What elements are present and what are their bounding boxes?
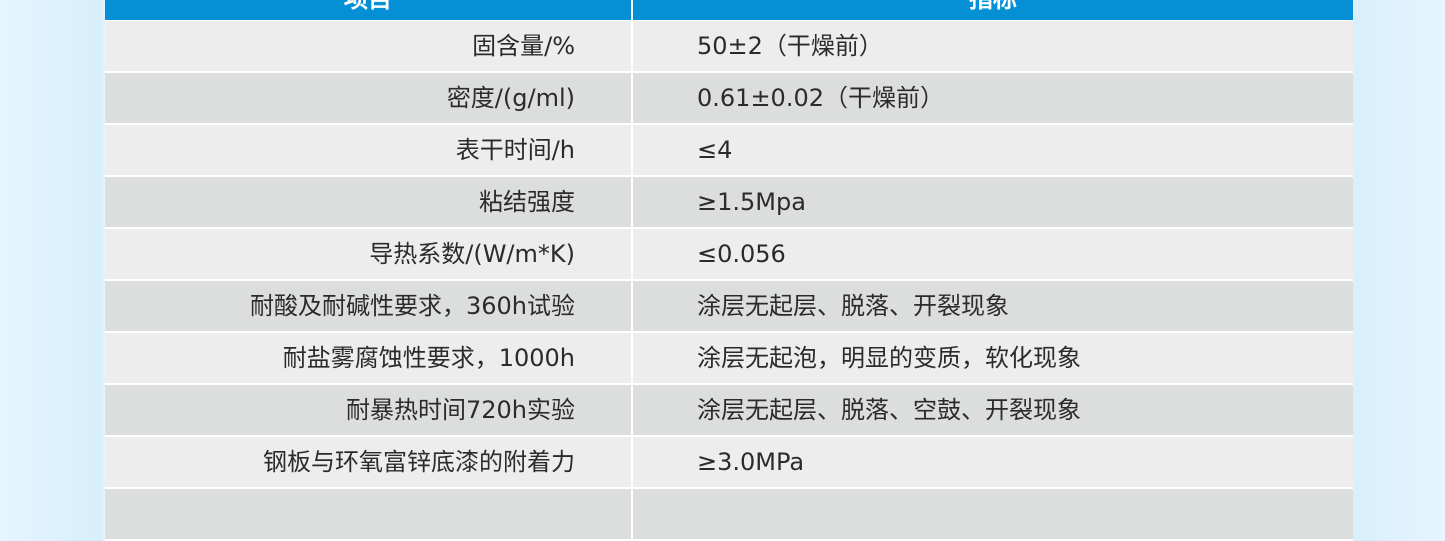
cell-item: 密度/(g/ml) xyxy=(105,73,633,123)
cell-item: 钢板与环氧富锌底漆的附着力 xyxy=(105,437,633,487)
cell-spec: 50±2（干燥前） xyxy=(697,32,883,60)
cell-spec: ≤4 xyxy=(697,136,733,164)
cell-item: 耐暴热时间720h实验 xyxy=(105,385,633,435)
cell-spec: 涂层无起层、脱落、空鼓、开裂现象 xyxy=(697,396,1081,424)
header-spec: 指标 xyxy=(633,0,1353,20)
cell-spec: ≥1.5Mpa xyxy=(697,188,806,216)
table-row: 耐暴热时间720h实验 涂层无起层、脱落、空鼓、开裂现象 xyxy=(105,385,1353,437)
table-row: 密度/(g/ml) 0.61±0.02（干燥前） xyxy=(105,73,1353,125)
table-header: 项目 指标 xyxy=(105,0,1353,21)
header-item: 项目 xyxy=(105,0,633,20)
table-row: 表干时间/h ≤4 xyxy=(105,125,1353,177)
table-row: 耐盐雾腐蚀性要求，1000h 涂层无起泡，明显的变质，软化现象 xyxy=(105,333,1353,385)
cell-spec: ≥3.0MPa xyxy=(697,448,805,476)
cell-item: 表干时间/h xyxy=(105,125,633,175)
cell-item: 耐盐雾腐蚀性要求，1000h xyxy=(105,333,633,383)
table-row: 粘结强度 ≥1.5Mpa xyxy=(105,177,1353,229)
table-row: 固含量/% 50±2（干燥前） xyxy=(105,21,1353,73)
table-row: 耐酸及耐碱性要求，360h试验 涂层无起层、脱落、开裂现象 xyxy=(105,281,1353,333)
cell-item: 导热系数/(W/m*K) xyxy=(105,229,633,279)
table-row xyxy=(105,489,1353,541)
table-row: 导热系数/(W/m*K) ≤0.056 xyxy=(105,229,1353,281)
cell-item: 粘结强度 xyxy=(105,177,633,227)
cell-item xyxy=(105,489,633,539)
cell-item: 固含量/% xyxy=(105,21,633,71)
cell-spec: 涂层无起泡，明显的变质，软化现象 xyxy=(697,344,1081,372)
spec-table: 项目 指标 固含量/% 50±2（干燥前） 密度/(g/ml) 0.61±0.02（干… xyxy=(105,0,1353,541)
cell-spec: 0.61±0.02（干燥前） xyxy=(697,84,944,112)
cell-spec xyxy=(633,489,1353,539)
cell-item: 耐酸及耐碱性要求，360h试验 xyxy=(105,281,633,331)
cell-spec: ≤0.056 xyxy=(697,240,786,268)
table-row: 钢板与环氧富锌底漆的附着力 ≥3.0MPa xyxy=(105,437,1353,489)
cell-spec: 涂层无起层、脱落、开裂现象 xyxy=(697,292,1009,320)
